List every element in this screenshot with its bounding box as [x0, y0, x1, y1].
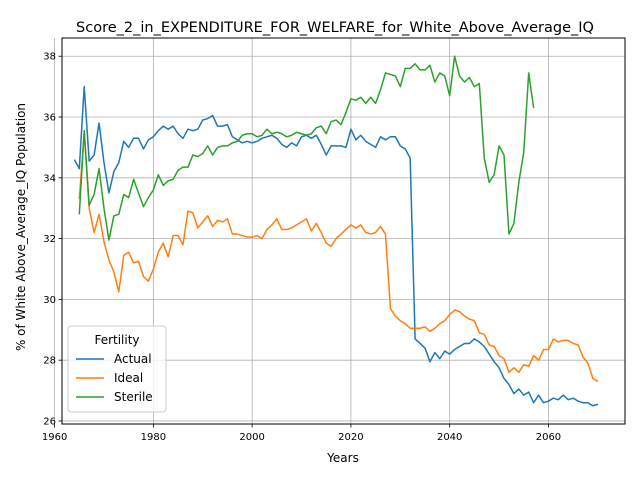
legend-label-ideal: Ideal [114, 371, 143, 385]
y-axis-label: % of White Above_Average_IQ Population [14, 103, 28, 351]
legend-box [67, 325, 167, 413]
legend: Fertility Actual Ideal Sterile [67, 325, 167, 413]
y-tick-label: 38 [43, 52, 56, 63]
y-tick-label: 26 [43, 416, 56, 427]
series-line-ideal [78, 131, 599, 383]
x-tick-label: 2060 [536, 432, 561, 443]
x-axis-label: Years [326, 451, 359, 465]
y-tick-label: 36 [43, 113, 56, 124]
y-tick-label: 30 [43, 295, 56, 306]
x-tick-label: 1980 [141, 432, 166, 443]
x-tick-label: 2000 [239, 432, 264, 443]
series-line-actual [73, 85, 599, 407]
y-tick-label: 34 [43, 173, 56, 184]
x-tick-label: 2040 [437, 432, 462, 443]
x-tick-label: 1960 [42, 432, 67, 443]
series-lines [73, 55, 599, 407]
legend-entries: Actual Ideal Sterile [76, 352, 153, 404]
plot-frame [61, 37, 626, 425]
legend-title: Fertility [94, 333, 139, 347]
legend-label-actual: Actual [114, 352, 152, 366]
axis-ticks: 1960 1980 2000 2020 2040 2060 26 28 30 32 34 36 38 [42, 52, 561, 443]
y-tick-label: 32 [43, 234, 56, 245]
x-tick-label: 2020 [338, 432, 363, 443]
chart-title: Score_2_in_EXPENDITURE_FOR_WELFARE_for_W… [76, 20, 594, 36]
legend-label-sterile: Sterile [114, 390, 153, 404]
y-tick-label: 28 [43, 356, 56, 367]
series-line-sterile [78, 55, 535, 241]
